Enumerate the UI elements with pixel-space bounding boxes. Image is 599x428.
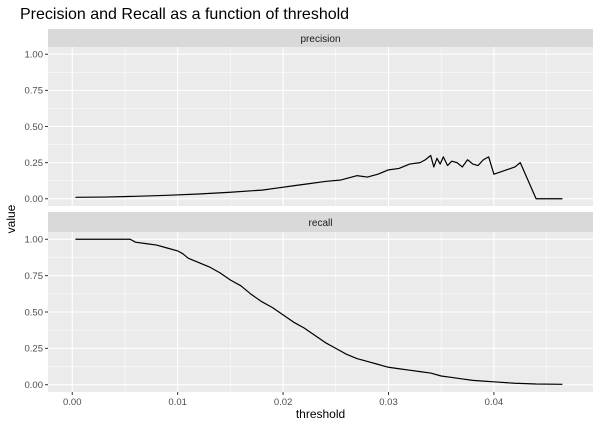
- panel-recall-grid: [48, 232, 593, 392]
- y-tick-label: 0.25: [25, 344, 44, 355]
- x-tick-label: 0.03: [379, 397, 398, 408]
- panel-precision-grid: [48, 47, 593, 206]
- precision-line: [75, 154, 563, 200]
- y-tick-label: 0.00: [25, 380, 44, 391]
- x-tick-label: 0.01: [168, 397, 187, 408]
- x-axis-title: threshold: [296, 407, 345, 421]
- strip-precision-bg: [48, 29, 593, 47]
- x-axis-ticks: 0.00 0.01 0.02 0.03 0.04: [63, 392, 503, 408]
- y-tick-label: 1.00: [25, 50, 44, 61]
- recall-line: [75, 238, 563, 385]
- y-tick-label: 0.25: [25, 158, 44, 169]
- strip-recall-bg: [48, 212, 593, 232]
- strip-label-recall: recall: [309, 218, 333, 229]
- strip-label-precision: precision: [300, 34, 340, 45]
- x-tick-label: 0.04: [485, 397, 504, 408]
- y-tick-label: 0.50: [25, 307, 44, 318]
- y-tick-label: 1.00: [25, 235, 44, 246]
- panel-precision: precision 0.00 0.25 0.50 0.75 1.00: [25, 29, 593, 206]
- panel-recall: recall 0.00 0.25 0.50 0.75 1.00: [25, 212, 593, 392]
- y-tick-label: 0.75: [25, 271, 44, 282]
- x-tick-label: 0.00: [63, 397, 82, 408]
- panel-precision-y-ticks: 0.00 0.25 0.50 0.75 1.00: [25, 50, 48, 205]
- x-tick-label: 0.02: [274, 397, 293, 408]
- y-tick-label: 0.50: [25, 122, 44, 133]
- y-tick-label: 0.00: [25, 194, 44, 205]
- chart-title: Precision and Recall as a function of th…: [20, 6, 349, 23]
- y-tick-label: 0.75: [25, 86, 44, 97]
- panel-recall-y-ticks: 0.00 0.25 0.50 0.75 1.00: [25, 235, 48, 391]
- y-axis-title: value: [4, 204, 18, 233]
